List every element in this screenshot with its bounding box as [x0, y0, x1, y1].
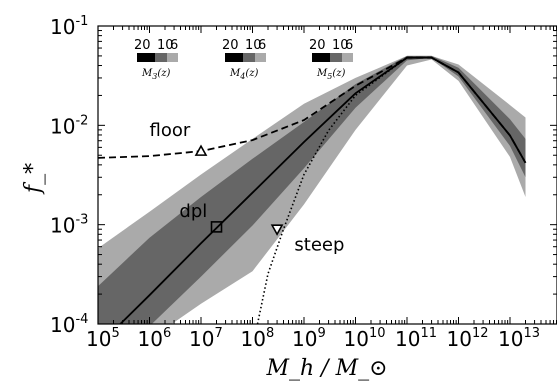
series-lines — [98, 56, 527, 324]
colorbar-segment — [225, 53, 243, 62]
y-tick-label: 10-4 — [50, 312, 88, 337]
colorbar-caption: M5(z) — [316, 68, 346, 81]
series-markers — [194, 144, 284, 236]
colorbar-caption: M3(z) — [141, 68, 171, 81]
colorbar-M3: 20 106 M3(z) — [134, 38, 178, 81]
band-inner — [98, 55, 526, 324]
colorbar-segment — [342, 53, 353, 62]
x-axis-label: M_h / M_⊙ — [265, 356, 387, 381]
annotation-steep: steep — [294, 235, 344, 256]
colorbar-M5: 20 106 M5(z) — [309, 38, 353, 81]
axis-tick-labels: 105 106 107 108 109 1010 1011 1012 101310-410-31… — [50, 14, 540, 351]
x-tick-label: 1013 — [498, 326, 540, 351]
x-tick-label: 105 — [86, 326, 120, 351]
colorbar-tick-label: 10 — [157, 38, 174, 53]
x-tick-label: 1011 — [395, 326, 437, 351]
series-line-dpl — [119, 56, 527, 324]
colorbar-segment — [243, 53, 255, 62]
colorbar-segment — [330, 53, 342, 62]
colorbar-tick-label: 6 — [170, 38, 178, 53]
x-tick-label: 109 — [292, 326, 326, 351]
colorbar-caption: M4(z) — [229, 68, 259, 81]
marker-dpl — [210, 221, 223, 233]
colorbar-tick-label: 10 — [332, 38, 349, 53]
colorbar-M4: 20 106 M4(z) — [222, 38, 266, 81]
x-tick-label: 106 — [138, 326, 172, 351]
colorbar-tick-label: 6 — [345, 38, 353, 53]
colorbar-tick-label: 10 — [245, 38, 262, 53]
marker-steep — [270, 224, 284, 236]
colorbar-tick-label: 20 — [134, 38, 151, 53]
series-annotations: floor dpl steep — [150, 120, 345, 255]
x-tick-label: 1012 — [447, 326, 489, 351]
x-tick-label: 107 — [189, 326, 223, 351]
colorbar-segment — [137, 53, 155, 62]
y-tick-label: 10-2 — [50, 113, 88, 138]
y-tick-label: 10-3 — [50, 213, 88, 238]
x-tick-label: 108 — [241, 326, 275, 351]
colorbar-tick-label: 6 — [258, 38, 266, 53]
marker-floor — [194, 144, 208, 156]
y-axis-label: f_* — [21, 163, 46, 195]
confidence-bands — [98, 55, 526, 324]
x-tick-label: 1010 — [344, 326, 386, 351]
plot-frame — [97, 25, 557, 325]
annotation-floor: floor — [150, 120, 191, 141]
colorbar-tick-label: 20 — [309, 38, 326, 53]
annotation-dpl: dpl — [179, 201, 207, 222]
colorbar-segment — [155, 53, 167, 62]
y-tick-label: 10-1 — [50, 14, 88, 39]
colorbar-segment — [167, 53, 178, 62]
colorbar-segment — [312, 53, 330, 62]
colorbar-tick-label: 20 — [222, 38, 239, 53]
colorbar-segment — [255, 53, 266, 62]
